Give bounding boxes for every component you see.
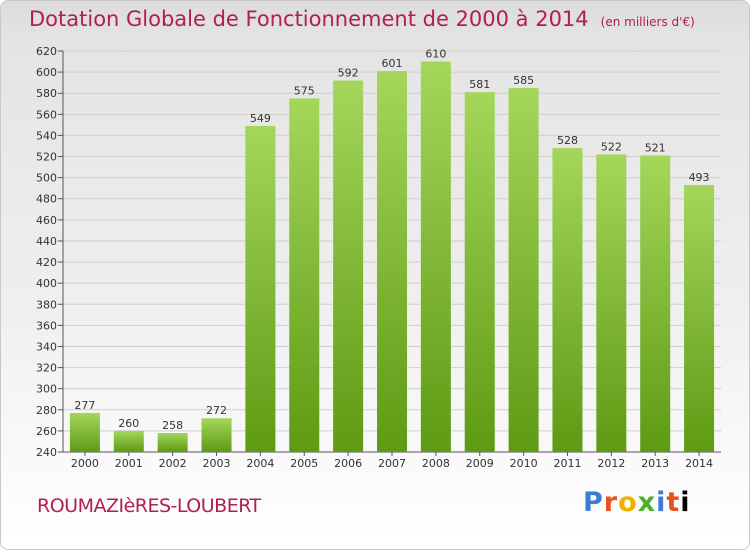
- bar-value-label: 258: [162, 419, 183, 432]
- logo-letter: r: [603, 487, 619, 518]
- bar: [464, 92, 495, 452]
- bar-value-label: 610: [425, 48, 446, 61]
- bar: [640, 155, 671, 452]
- y-tick-label: 580: [36, 87, 57, 100]
- x-tick-label: 2011: [553, 457, 581, 470]
- y-tick-label: 460: [36, 214, 57, 227]
- x-tick-label: 2000: [71, 457, 99, 470]
- x-tick-label: 2004: [246, 457, 274, 470]
- y-tick-label: 300: [36, 383, 57, 396]
- bar-value-label: 260: [118, 417, 139, 430]
- bar: [113, 430, 144, 452]
- bar-value-label: 277: [74, 399, 95, 412]
- bar-value-label: 272: [206, 404, 227, 417]
- y-tick-label: 520: [36, 151, 57, 164]
- x-tick-label: 2014: [685, 457, 713, 470]
- bar: [245, 125, 276, 453]
- bar-value-label: 601: [382, 57, 403, 70]
- logo-letter: P: [583, 487, 604, 518]
- bar-value-label: 575: [294, 84, 315, 97]
- bar: [333, 80, 364, 453]
- x-tick-label: 2012: [597, 457, 625, 470]
- bar-value-label: 549: [250, 112, 271, 125]
- y-tick-label: 400: [36, 277, 57, 290]
- logo-letter: t: [666, 487, 681, 518]
- chart-title: Dotation Globale de Fonctionnement de 20…: [29, 7, 695, 31]
- bar-value-label: 521: [645, 141, 666, 154]
- commune-name: ROUMAZIèRES-LOUBERT: [37, 495, 261, 517]
- x-tick-label: 2003: [203, 457, 231, 470]
- y-tick-label: 600: [36, 66, 57, 79]
- y-tick-label: 420: [36, 256, 57, 269]
- y-tick-label: 500: [36, 172, 57, 185]
- y-tick-label: 560: [36, 108, 57, 121]
- proxiti-logo: Proxiti: [583, 487, 691, 518]
- y-tick-label: 540: [36, 129, 57, 142]
- y-tick-label: 320: [36, 362, 57, 375]
- chart-title-text: Dotation Globale de Fonctionnement de 20…: [29, 7, 589, 31]
- bar-value-label: 528: [557, 134, 578, 147]
- bar: [552, 148, 583, 452]
- bar: [684, 185, 715, 452]
- x-tick-label: 2009: [466, 457, 494, 470]
- x-tick-label: 2010: [510, 457, 538, 470]
- bar: [201, 418, 232, 452]
- y-tick-label: 620: [36, 45, 57, 58]
- x-tick-label: 2006: [334, 457, 362, 470]
- y-tick-label: 340: [36, 340, 57, 353]
- chart-unit: (en milliers d'€): [600, 15, 695, 29]
- bar: [289, 98, 320, 452]
- x-tick-label: 2005: [290, 457, 318, 470]
- bar: [157, 433, 188, 452]
- bar-value-label: 581: [469, 78, 490, 91]
- bar-value-label: 493: [689, 171, 710, 184]
- bar: [377, 71, 407, 453]
- bar-value-label: 585: [513, 74, 534, 87]
- logo-letter: x: [637, 487, 657, 518]
- x-tick-label: 2001: [115, 457, 143, 470]
- y-tick-label: 280: [36, 404, 57, 417]
- logo-letter: o: [618, 487, 638, 518]
- y-tick-label: 360: [36, 319, 57, 332]
- y-tick-label: 480: [36, 193, 57, 206]
- logo-letter: i: [680, 487, 691, 518]
- y-tick-label: 240: [36, 446, 57, 459]
- x-tick-label: 2013: [641, 457, 669, 470]
- bar-value-label: 522: [601, 140, 622, 153]
- x-tick-label: 2007: [378, 457, 406, 470]
- bar-value-label: 592: [338, 67, 359, 80]
- y-tick-label: 260: [36, 425, 57, 438]
- logo-letter: i: [656, 487, 667, 518]
- x-tick-label: 2002: [159, 457, 187, 470]
- bar: [420, 61, 451, 452]
- x-tick-label: 2008: [422, 457, 450, 470]
- bar: [69, 412, 100, 452]
- bar: [596, 154, 627, 453]
- y-tick-label: 440: [36, 235, 57, 248]
- bar: [508, 87, 539, 453]
- y-tick-label: 380: [36, 298, 57, 311]
